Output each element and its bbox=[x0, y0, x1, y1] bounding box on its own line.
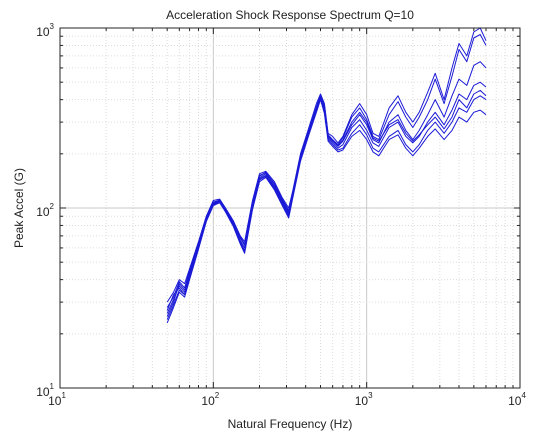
y-tick-label: 102 bbox=[36, 202, 54, 219]
chart-title: Acceleration Shock Response Spectrum Q=1… bbox=[166, 8, 414, 22]
x-tick-label: 101 bbox=[48, 391, 66, 408]
x-tick-label: 104 bbox=[508, 391, 526, 408]
y-axis-label: Peak Accel (G) bbox=[12, 168, 26, 248]
x-axis-label: Natural Frequency (Hz) bbox=[228, 417, 353, 431]
series-group bbox=[166, 27, 487, 324]
x-tick-label: 103 bbox=[355, 391, 373, 408]
x-tick-label: 102 bbox=[201, 391, 219, 408]
series-line-7 bbox=[166, 99, 487, 324]
tick-labels: 101 102 103 104 101 102 103 bbox=[36, 22, 526, 408]
y-tick-label: 101 bbox=[36, 382, 54, 399]
ticks bbox=[60, 28, 520, 388]
series-line-6 bbox=[166, 89, 487, 308]
y-tick-label: 103 bbox=[36, 22, 54, 39]
